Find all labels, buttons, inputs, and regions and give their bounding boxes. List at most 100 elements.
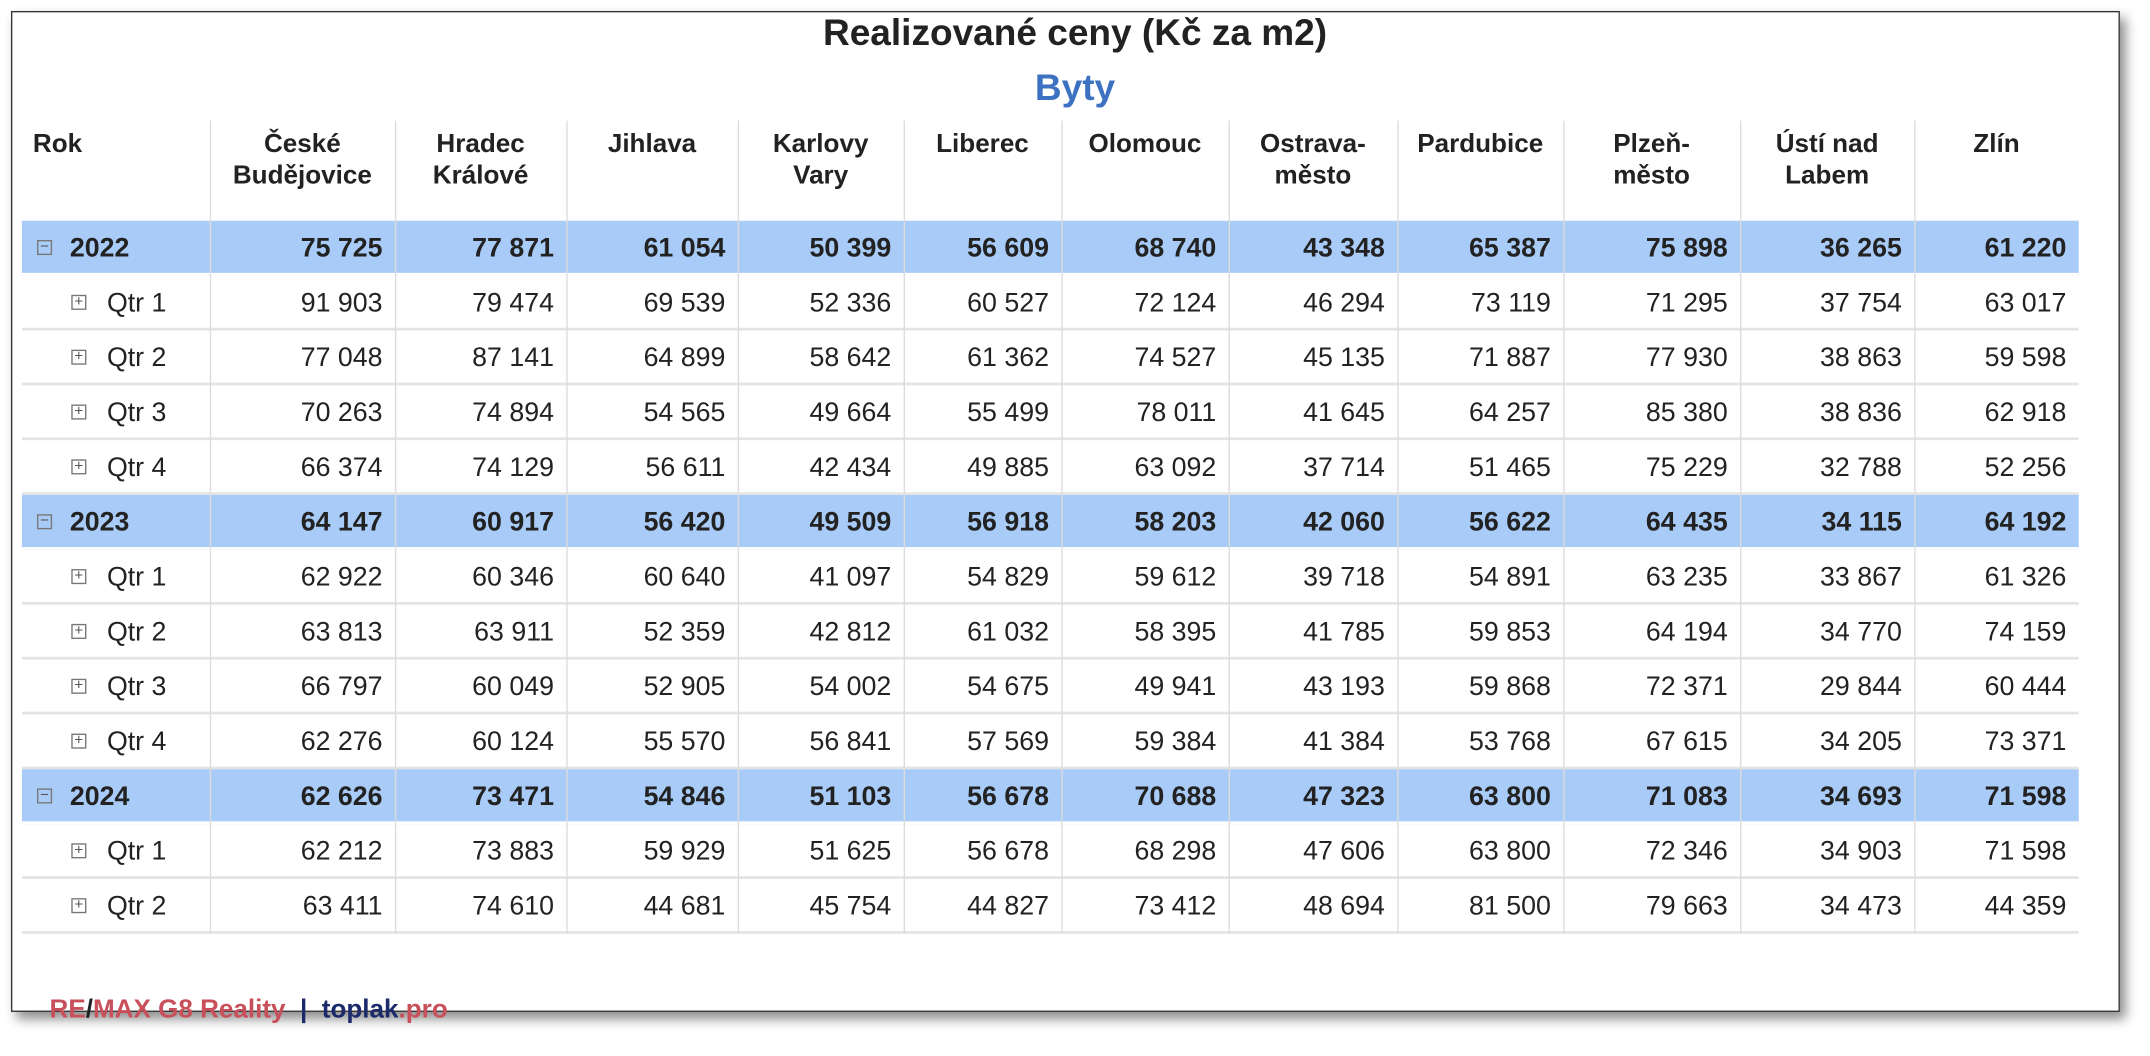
quarter-value: 44 681 bbox=[643, 891, 726, 922]
year-value: 34 693 bbox=[1820, 781, 1902, 812]
expand-icon[interactable]: + bbox=[71, 294, 87, 310]
collapse-icon[interactable]: − bbox=[37, 514, 53, 530]
year-value: 43 348 bbox=[1303, 233, 1385, 264]
year-value: 56 678 bbox=[967, 781, 1049, 812]
quarter-value: 59 384 bbox=[1134, 726, 1217, 757]
column-header: Ostrava- město bbox=[1260, 130, 1366, 191]
quarter-value: 54 675 bbox=[967, 671, 1049, 703]
quarter-value: 57 569 bbox=[967, 726, 1049, 757]
quarter-value: 59 598 bbox=[1984, 342, 2067, 373]
quarter-value: 52 359 bbox=[643, 617, 726, 648]
quarter-value: 54 891 bbox=[1469, 562, 1551, 593]
year-value: 61 054 bbox=[643, 233, 726, 264]
quarter-value: 53 768 bbox=[1469, 726, 1551, 757]
expand-icon[interactable]: + bbox=[71, 568, 87, 585]
year-row-bg bbox=[21, 495, 2079, 550]
year-value: 71 598 bbox=[1984, 781, 2067, 812]
collapse-icon[interactable]: − bbox=[37, 239, 53, 256]
quarter-value: 71 887 bbox=[1469, 342, 1551, 373]
quarter-value: 49 664 bbox=[809, 397, 892, 428]
year-value: 36 265 bbox=[1820, 233, 1902, 264]
quarter-value: 66 374 bbox=[300, 452, 383, 483]
quarter-value: 56 678 bbox=[967, 836, 1049, 867]
quarter-value: 63 235 bbox=[1645, 562, 1728, 593]
quarter-value: 71 598 bbox=[1984, 836, 2067, 867]
quarter-row-bg bbox=[21, 385, 2079, 441]
expand-icon[interactable]: + bbox=[71, 733, 87, 749]
quarter-value: 61 362 bbox=[967, 342, 1049, 373]
year-value: 75 898 bbox=[1645, 233, 1728, 264]
quarter-value: 49 885 bbox=[967, 452, 1049, 483]
year-value: 77 871 bbox=[472, 233, 554, 264]
quarter-value: 72 124 bbox=[1134, 287, 1217, 319]
quarter-value: 42 434 bbox=[809, 452, 892, 483]
quarter-value: 64 257 bbox=[1469, 397, 1551, 428]
quarter-value: 91 903 bbox=[300, 287, 383, 319]
year-value: 60 917 bbox=[472, 507, 554, 538]
quarter-value: 58 395 bbox=[1134, 617, 1217, 648]
expand-icon[interactable]: + bbox=[71, 459, 87, 475]
column-divider bbox=[566, 120, 568, 934]
quarter-value: 67 615 bbox=[1645, 726, 1728, 757]
footer-text: toplak bbox=[321, 995, 399, 1025]
quarter-value: 51 625 bbox=[809, 836, 892, 867]
quarter-value: 42 812 bbox=[809, 617, 892, 648]
quarter-value: 34 903 bbox=[1820, 836, 1902, 867]
footer-text: / bbox=[85, 995, 93, 1025]
year-label: 2022 bbox=[69, 233, 130, 264]
quarter-value: 71 295 bbox=[1645, 287, 1728, 319]
year-value: 61 220 bbox=[1984, 233, 2067, 264]
column-divider bbox=[209, 120, 212, 934]
quarter-row-bg bbox=[21, 276, 2079, 331]
year-value: 62 626 bbox=[300, 781, 383, 812]
quarter-value: 37 714 bbox=[1303, 452, 1385, 483]
quarter-value: 38 863 bbox=[1820, 342, 1902, 373]
quarter-value: 85 380 bbox=[1645, 397, 1728, 428]
quarter-value: 34 770 bbox=[1820, 617, 1902, 648]
quarter-value: 56 611 bbox=[645, 452, 726, 483]
quarter-value: 63 911 bbox=[474, 617, 554, 648]
column-divider bbox=[1914, 120, 1916, 934]
quarter-value: 63 017 bbox=[1984, 287, 2067, 319]
column-divider bbox=[1397, 120, 1399, 934]
footer: RE/MAX G8 Reality | toplak.pro bbox=[21, 965, 448, 1055]
quarter-value: 52 905 bbox=[643, 671, 726, 703]
year-value: 71 083 bbox=[1645, 781, 1728, 812]
year-value: 42 060 bbox=[1303, 507, 1385, 538]
quarter-value: 74 527 bbox=[1134, 342, 1217, 373]
quarter-value: 52 336 bbox=[809, 287, 892, 319]
collapse-icon[interactable]: − bbox=[37, 788, 53, 804]
quarter-value: 49 941 bbox=[1134, 671, 1217, 703]
quarter-value: 54 829 bbox=[967, 562, 1049, 593]
quarter-value: 68 298 bbox=[1134, 836, 1217, 867]
quarter-value: 77 930 bbox=[1645, 342, 1728, 373]
column-header: Pardubice bbox=[1417, 130, 1544, 160]
quarter-value: 63 813 bbox=[300, 617, 383, 648]
footer-text: .pro bbox=[398, 995, 448, 1025]
year-value: 73 471 bbox=[472, 781, 554, 812]
quarter-value: 64 194 bbox=[1645, 617, 1728, 648]
column-divider bbox=[1740, 120, 1742, 934]
quarter-value: 62 212 bbox=[300, 836, 383, 867]
column-header: Karlovy Vary bbox=[772, 130, 869, 191]
quarter-value: 56 841 bbox=[809, 726, 892, 757]
quarter-label: Qtr 1 bbox=[106, 562, 167, 593]
expand-icon[interactable]: + bbox=[71, 843, 87, 859]
column-header: Zlín bbox=[1973, 130, 2020, 160]
expand-icon[interactable]: + bbox=[71, 678, 87, 694]
expand-icon[interactable]: + bbox=[71, 349, 87, 365]
expand-icon[interactable]: + bbox=[71, 404, 87, 420]
column-header: České Budějovice bbox=[232, 130, 372, 191]
expand-icon[interactable]: + bbox=[71, 623, 87, 639]
quarter-value: 41 097 bbox=[809, 562, 892, 593]
quarter-row-bg bbox=[21, 824, 2079, 879]
quarter-value: 75 229 bbox=[1645, 452, 1728, 483]
expand-icon[interactable]: + bbox=[71, 897, 87, 914]
column-divider bbox=[394, 120, 397, 934]
quarter-row-bg bbox=[21, 879, 2079, 934]
quarter-value: 43 193 bbox=[1303, 671, 1385, 703]
quarter-value: 45 754 bbox=[809, 891, 892, 922]
quarter-value: 47 606 bbox=[1303, 836, 1385, 867]
quarter-label: Qtr 1 bbox=[106, 287, 167, 319]
